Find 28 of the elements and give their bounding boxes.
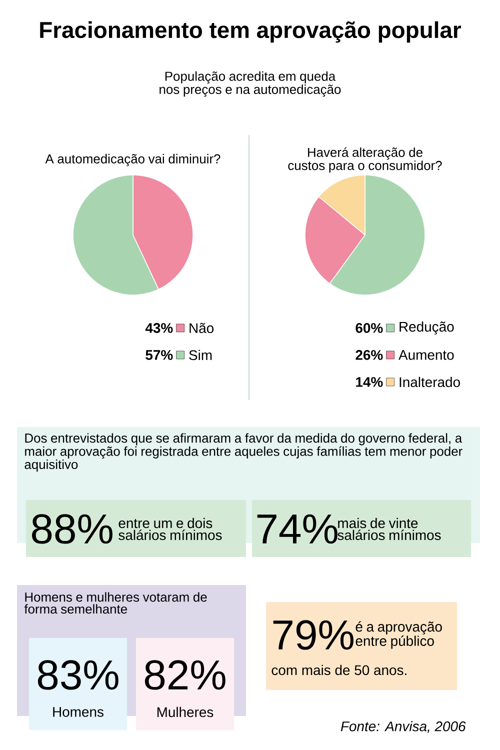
data-label: 26% [356, 350, 383, 360]
text: entre um e dois salários mínimos [118, 518, 222, 540]
text: Homens [53, 707, 104, 717]
legend-label: Aumento [398, 350, 454, 360]
text: com mais de 50 anos. [272, 664, 406, 676]
text: 83% [38, 660, 118, 690]
text: mais de vinte salários mínimos [338, 518, 441, 540]
legend-label: Não [190, 322, 214, 334]
text: Mulheres [157, 706, 214, 718]
data-label: 43% [145, 323, 173, 333]
text: 74% [257, 514, 338, 544]
legend-label: Redução [400, 321, 454, 335]
text: 82% [144, 660, 226, 690]
data-label: 14% [356, 377, 383, 387]
legend-label: Inalterado [400, 376, 460, 388]
chart-title: A automedicação vai diminuir? [45, 154, 220, 166]
data-label: 60% [356, 323, 383, 333]
text: Fracionamento tem aprovação popular [40, 21, 462, 43]
source-note: Fonte: Anvisa, 2006 [340, 721, 466, 733]
legend-label: Sim [189, 350, 212, 360]
text: 79% [273, 620, 354, 650]
text: é a aprovação entre público [356, 621, 442, 649]
text: População acredita em queda nos preços e na automedicação [160, 71, 341, 97]
text: Homens e mulheres votaram de forma semelhante [24, 592, 207, 614]
chart-title: Haverá alteração de custos para o consumidor? [288, 147, 442, 173]
text: 88% [32, 514, 112, 544]
text: Dos entrevistados que se afirmaram a favor da medida do governo federal, a maior aprovação foi registrada entre aqueles cujas famílias tem menor poder aquisitivo [24, 433, 462, 472]
data-label: 57% [146, 350, 173, 360]
